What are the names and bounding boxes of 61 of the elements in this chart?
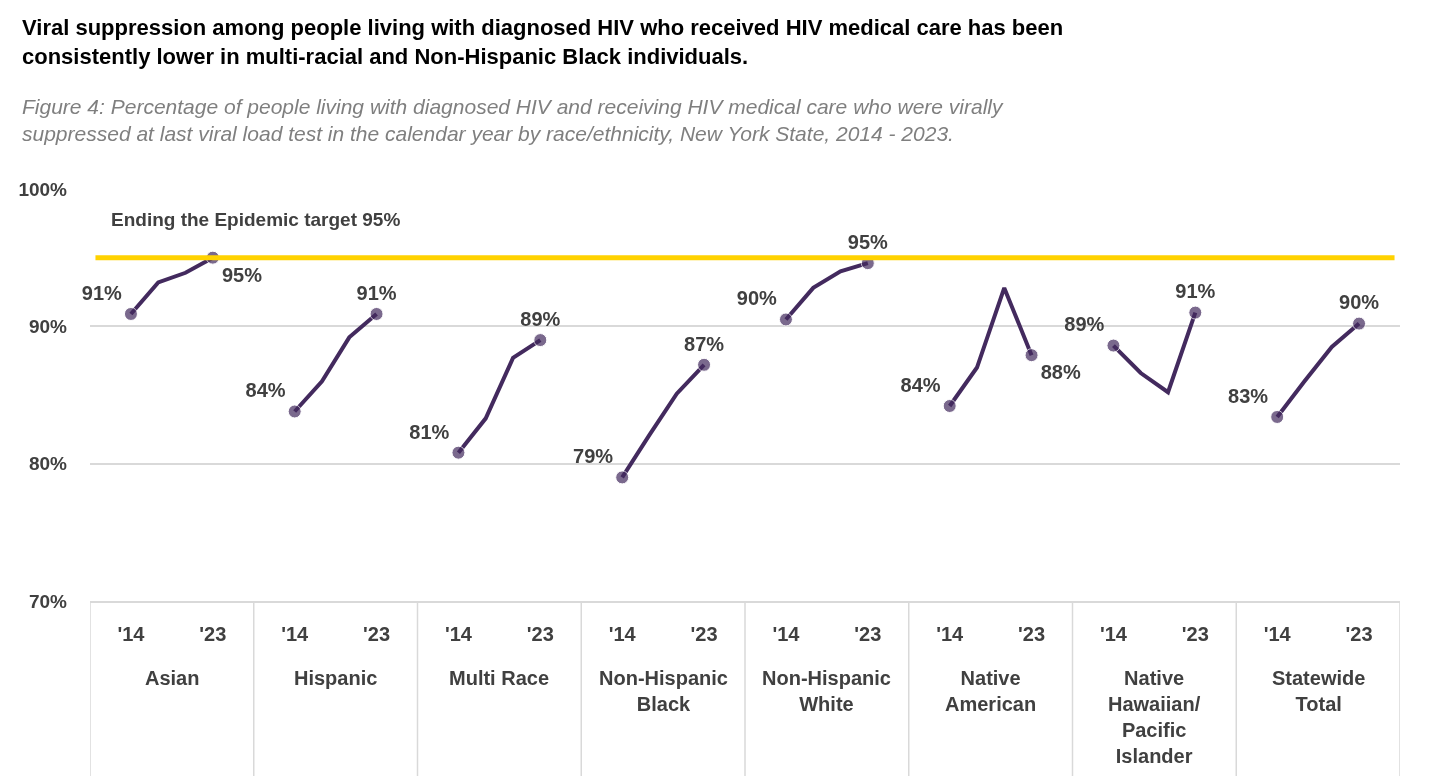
x-tick-label: '23: [854, 623, 882, 645]
x-tick-label: '14: [608, 623, 637, 645]
ref-line-label: Ending the Epidemic target 95%: [111, 209, 401, 230]
data-label: 95%: [221, 263, 263, 286]
text: Statewide Total: [1272, 667, 1366, 715]
x-tick-label: '23: [1181, 623, 1209, 645]
y-tick-label: 90%: [28, 315, 68, 337]
text: Non-Hispanic White: [762, 667, 891, 715]
x-tick-label: '23: [1345, 623, 1373, 645]
chart-subtitle: Figure 4: Percentage of people living with diagnosed HIV and receiving HIV medical care who were virally suppressed at last viral load test in the calendar year by race/ethnicity, New York State, 2014 - 2023.: [22, 95, 1005, 146]
data-label: 90%: [736, 287, 778, 310]
data-label: 95%: [847, 231, 889, 254]
x-tick-label: '14: [444, 623, 473, 645]
data-label: 84%: [245, 379, 286, 402]
x-tick-label: '14: [772, 623, 801, 645]
x-tick-label: '14: [1099, 623, 1128, 645]
y-tick-label: 70%: [28, 590, 68, 612]
point: [369, 306, 384, 321]
data-label: 91%: [356, 281, 397, 304]
text: Asian: [145, 667, 200, 689]
x-tick-label: '23: [363, 623, 391, 645]
point: [1106, 338, 1121, 353]
y-tick-label: 100%: [18, 178, 68, 200]
point: [1270, 409, 1285, 424]
point: [697, 357, 712, 372]
data-label: 88%: [1040, 361, 1081, 384]
x-tick-label: '14: [1263, 623, 1292, 645]
data-label: 87%: [684, 332, 725, 355]
point: [1024, 348, 1039, 363]
text: Hispanic: [294, 667, 378, 689]
text: Multi Race: [449, 667, 550, 689]
point: [942, 398, 957, 413]
data-label: 89%: [1064, 313, 1105, 336]
x-tick-label: '14: [281, 623, 310, 645]
chart-title: Viral suppression among people living with diagnosed HIV who received HIV medical care has been consistently lower in multi-racial and Non-Hispanic Black individuals.: [22, 15, 1064, 69]
point: [123, 306, 138, 321]
point: [1352, 316, 1367, 331]
y-tick-label: 80%: [28, 453, 68, 475]
data-label: 84%: [900, 373, 941, 396]
data-label: 91%: [1175, 280, 1216, 303]
point: [615, 470, 630, 485]
x-tick-label: '23: [199, 623, 227, 645]
x-tick-label: '14: [117, 623, 146, 645]
text: Non-Hispanic Black: [599, 667, 728, 715]
data-label: 91%: [81, 281, 123, 304]
x-tick-label: '23: [1018, 623, 1046, 645]
point: [778, 312, 793, 327]
text: Native American: [945, 667, 1037, 715]
x-tick-label: '23: [690, 623, 718, 645]
data-label: 90%: [1339, 291, 1380, 314]
data-label: 83%: [1228, 384, 1269, 407]
point: [533, 333, 548, 348]
data-label: 79%: [573, 445, 614, 468]
data-label: 89%: [520, 307, 561, 330]
point: [451, 445, 466, 460]
data-label: 81%: [409, 420, 450, 443]
x-tick-label: '23: [526, 623, 554, 645]
x-tick-label: '14: [936, 623, 965, 645]
point: [287, 404, 302, 419]
text: Native Hawaiian/Pacific Islander: [1108, 667, 1201, 767]
point: [1188, 305, 1203, 320]
